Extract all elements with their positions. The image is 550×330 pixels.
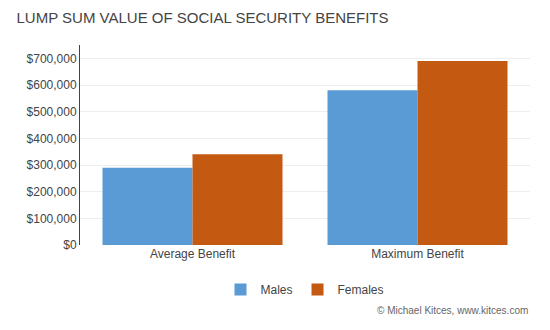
svg-text:Males: Males [261,283,293,297]
svg-text:$300,000: $300,000 [27,158,77,172]
svg-text:$700,000: $700,000 [27,52,77,66]
svg-text:© Michael Kitces, www.kitces.c: © Michael Kitces, www.kitces.com [377,305,528,316]
svg-text:Females: Females [338,283,384,297]
svg-text:$500,000: $500,000 [27,105,77,119]
svg-text:$0: $0 [63,238,77,252]
svg-text:Average Benefit: Average Benefit [150,247,236,261]
svg-text:$100,000: $100,000 [27,212,77,226]
svg-text:Maximum Benefit: Maximum Benefit [371,247,464,261]
svg-text:$200,000: $200,000 [27,185,77,199]
svg-text:LUMP SUM VALUE OF SOCIAL SECUR: LUMP SUM VALUE OF SOCIAL SECURITY BENEFI… [17,9,389,26]
svg-text:$600,000: $600,000 [27,78,77,92]
svg-text:$400,000: $400,000 [27,132,77,146]
